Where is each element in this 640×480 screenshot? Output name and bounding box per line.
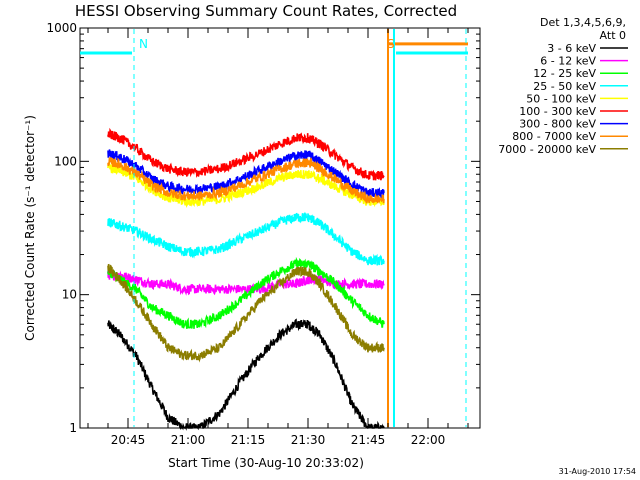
y-tick-label: 100	[54, 154, 77, 168]
plot-frame	[79, 27, 481, 429]
legend-label: 100 - 300 keV	[519, 105, 596, 118]
y-tick-label: 1	[69, 421, 77, 435]
legend-label: 25 - 50 keV	[533, 80, 596, 93]
x-tick-label: 22:00	[411, 433, 446, 447]
footer-timestamp: 31-Aug-2010 17:54	[559, 467, 636, 476]
legend-label: 50 - 100 keV	[526, 92, 596, 105]
y-axis-label: Corrected Count Rate (s⁻¹ detector⁻¹)	[23, 115, 37, 341]
series-line	[107, 256, 385, 329]
series-line	[107, 263, 385, 363]
y-tick-label: 1000	[46, 21, 77, 35]
legend-label: 12 - 25 keV	[533, 67, 596, 80]
series-line	[107, 162, 385, 209]
x-tick-label: 21:45	[351, 433, 386, 447]
chart-title: HESSI Observing Summary Count Rates, Cor…	[75, 2, 457, 20]
series-line	[107, 318, 385, 431]
x-axis: 20:45 21:00 21:15 21:30 21:45 22:00	[87, 28, 469, 447]
legend-label: 800 - 7000 keV	[512, 130, 596, 143]
series-line	[107, 211, 385, 266]
status-layer	[80, 42, 468, 55]
legend-header-line-1: Det 1,3,4,5,6,9,	[540, 16, 626, 29]
series-line	[107, 270, 385, 296]
flag-annotation: N	[139, 37, 148, 51]
x-tick-label: 21:00	[171, 433, 206, 447]
x-axis-label: Start Time (30-Aug-10 20:33:02)	[168, 456, 364, 470]
legend-header-line-2: Att 0	[600, 29, 626, 42]
marker-layer	[133, 29, 467, 427]
y-axis: 1 10 100 1000	[46, 21, 480, 435]
x-tick-label: 20:45	[111, 433, 146, 447]
series-line	[107, 149, 385, 199]
legend-label: 7000 - 20000 keV	[498, 143, 596, 156]
legend-label: 300 - 800 keV	[519, 118, 596, 131]
x-tick-label: 21:30	[291, 433, 326, 447]
x-tick-label: 21:15	[231, 433, 266, 447]
flag-annotation: S	[387, 37, 395, 51]
series-line	[107, 157, 385, 204]
legend-label: 3 - 6 keV	[547, 42, 596, 55]
series-line	[107, 127, 385, 181]
series-layer	[107, 127, 385, 431]
y-tick-label: 10	[62, 288, 77, 302]
legend-label: 6 - 12 keV	[540, 55, 596, 68]
